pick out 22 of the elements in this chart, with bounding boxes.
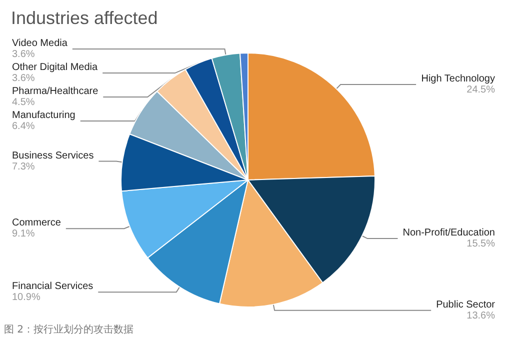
slice-label: Manufacturing (12, 110, 76, 122)
data-label: 3.6% (12, 49, 35, 60)
slice-label: Commerce (12, 218, 62, 229)
slice-label: High Technology (421, 73, 495, 84)
data-label: 4.5% (12, 97, 35, 108)
slice-label: Other Digital Media (12, 62, 98, 74)
chart-title: Industries affected (11, 8, 158, 28)
data-label: 3.6% (12, 73, 35, 84)
slice-label: Video Media (12, 38, 68, 50)
slice-label: Public Sector (436, 299, 496, 310)
data-label: 7.3% (12, 161, 35, 172)
data-label: 10.9% (12, 292, 40, 304)
slice-label: Business Services (12, 150, 94, 162)
slice-label: Financial Services (12, 281, 94, 292)
data-label: 24.5% (466, 84, 496, 96)
slice-label: Non-Profit/Education (402, 228, 495, 239)
slice-label: Pharma/Healthcare (12, 86, 99, 98)
data-label: 15.5% (466, 238, 496, 250)
data-label: 9.1% (12, 228, 35, 240)
caption: 图 2：按行业划分的攻击数据 (4, 324, 134, 336)
data-label: 6.4% (12, 121, 35, 132)
data-label: 13.6% (466, 310, 496, 322)
